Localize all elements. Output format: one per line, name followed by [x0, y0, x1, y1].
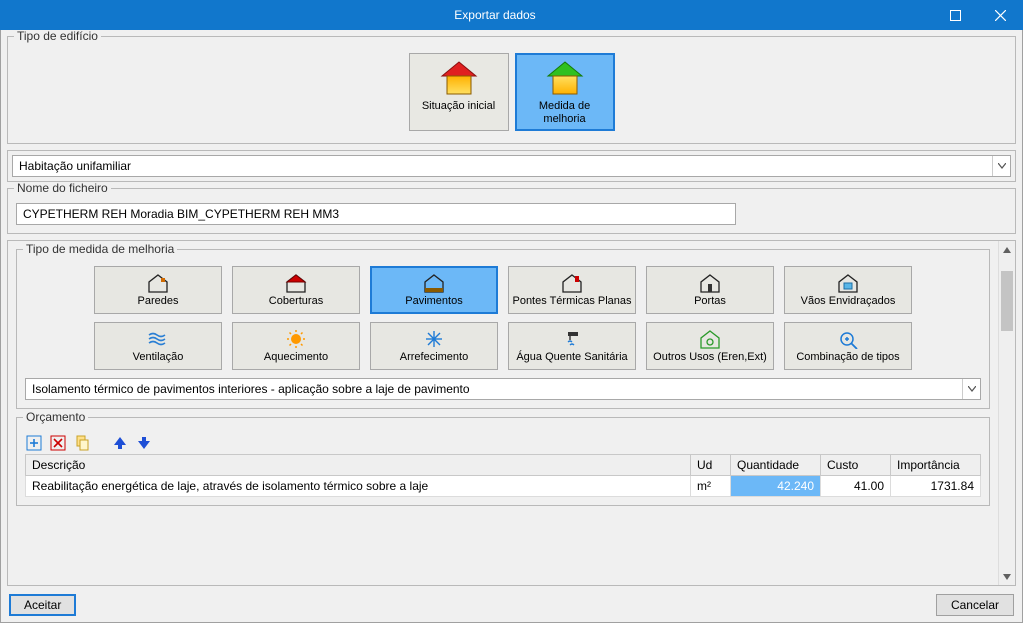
measure-aqs[interactable]: Água Quente Sanitária	[508, 322, 636, 370]
building-type-improve[interactable]: Medida de melhoria	[515, 53, 615, 131]
measure-arrefecimento[interactable]: Arrefecimento	[370, 322, 498, 370]
house-green-icon	[518, 60, 612, 96]
dwelling-type-value: Habitação unifamiliar	[19, 159, 131, 173]
titlebar: Exportar dados	[0, 0, 1023, 30]
other-uses-icon	[699, 329, 721, 349]
move-up-button[interactable]	[111, 434, 129, 452]
filename-legend: Nome do ficheiro	[14, 182, 111, 194]
dwelling-type-combo[interactable]: Habitação unifamiliar	[12, 155, 1011, 177]
scroll-area: Tipo de medida de melhoria Paredes	[7, 240, 1016, 586]
measure-row-1: Paredes Coberturas Pavimen	[94, 266, 912, 314]
col-cost[interactable]: Custo	[821, 455, 891, 476]
budget-toolbar	[25, 432, 981, 454]
scroll-down-icon[interactable]	[999, 568, 1015, 585]
dialog-body: Tipo de edifício Situaçã	[0, 30, 1023, 623]
filename-input[interactable]: CYPETHERM REH Moradia BIM_CYPETHERM REH …	[16, 203, 736, 225]
measure-detail-combo[interactable]: Isolamento térmico de pavimentos interio…	[25, 378, 981, 400]
measure-aquecimento[interactable]: Aquecimento	[232, 322, 360, 370]
budget-group: Orçamento	[16, 417, 990, 506]
cell-importance[interactable]: 1731.84	[891, 476, 981, 497]
cell-desc[interactable]: Reabilitação energética de laje, através…	[26, 476, 691, 497]
copy-button[interactable]	[73, 434, 91, 452]
combination-icon	[837, 329, 859, 349]
building-type-improve-label: Medida de melhoria	[518, 100, 612, 126]
measure-vaos[interactable]: Vãos Envidraçados	[784, 266, 912, 314]
table-row[interactable]: Reabilitação energética de laje, através…	[26, 476, 981, 497]
door-icon	[699, 273, 721, 293]
measure-paredes[interactable]: Paredes	[94, 266, 222, 314]
measure-outros[interactable]: Outros Usos (Eren,Ext)	[646, 322, 774, 370]
cooling-icon	[423, 329, 445, 349]
measure-ventilacao[interactable]: Ventilação	[94, 322, 222, 370]
dialog-footer: Aceitar Cancelar	[7, 592, 1016, 616]
measure-pontes[interactable]: Pontes Térmicas Planas	[508, 266, 636, 314]
budget-table: Descrição Ud Quantidade Custo Importânci…	[25, 454, 981, 497]
scroll-up-icon[interactable]	[999, 241, 1015, 258]
table-header-row: Descrição Ud Quantidade Custo Importânci…	[26, 455, 981, 476]
accept-button[interactable]: Aceitar	[9, 594, 76, 616]
cell-qty[interactable]: 42.240	[731, 476, 821, 497]
cell-cost[interactable]: 41.00	[821, 476, 891, 497]
col-qty[interactable]: Quantidade	[731, 455, 821, 476]
building-type-legend: Tipo de edifício	[14, 30, 101, 42]
roof-icon	[285, 273, 307, 293]
measure-pavimentos[interactable]: Pavimentos	[370, 266, 498, 314]
filename-value: CYPETHERM REH Moradia BIM_CYPETHERM REH …	[23, 207, 339, 221]
measure-portas[interactable]: Portas	[646, 266, 774, 314]
budget-legend: Orçamento	[23, 411, 88, 423]
filename-group: Nome do ficheiro CYPETHERM REH Moradia B…	[7, 188, 1016, 234]
cancel-button[interactable]: Cancelar	[936, 594, 1014, 616]
measure-coberturas[interactable]: Coberturas	[232, 266, 360, 314]
measure-combinacao[interactable]: Combinação de tipos	[784, 322, 912, 370]
dhw-icon	[561, 329, 583, 349]
delete-button[interactable]	[49, 434, 67, 452]
ventilation-icon	[147, 329, 169, 349]
cell-ud[interactable]: m²	[691, 476, 731, 497]
building-type-initial[interactable]: Situação inicial	[409, 53, 509, 131]
col-importance[interactable]: Importância	[891, 455, 981, 476]
thermal-bridge-icon	[561, 273, 583, 293]
wall-icon	[147, 273, 169, 293]
close-button[interactable]	[978, 0, 1023, 30]
heating-icon	[285, 329, 307, 349]
dwelling-type-group: Habitação unifamiliar	[7, 150, 1016, 182]
measure-row-2: Ventilação Aquecimento Arr	[94, 322, 912, 370]
house-red-icon	[412, 60, 506, 96]
building-type-initial-label: Situação inicial	[412, 100, 506, 113]
building-type-group: Tipo de edifício Situaçã	[7, 36, 1016, 144]
window-title: Exportar dados	[102, 8, 888, 22]
scroll-thumb[interactable]	[1001, 271, 1013, 331]
add-button[interactable]	[25, 434, 43, 452]
maximize-button[interactable]	[933, 0, 978, 30]
chevron-down-icon	[992, 156, 1010, 176]
col-ud[interactable]: Ud	[691, 455, 731, 476]
measure-detail-value: Isolamento térmico de pavimentos interio…	[32, 382, 470, 396]
chevron-down-icon	[962, 379, 980, 399]
move-down-button[interactable]	[135, 434, 153, 452]
measure-type-legend: Tipo de medida de melhoria	[23, 243, 177, 255]
floor-icon	[423, 273, 445, 293]
glazing-icon	[837, 273, 859, 293]
vertical-scrollbar[interactable]	[998, 241, 1015, 585]
col-desc[interactable]: Descrição	[26, 455, 691, 476]
measure-type-group: Tipo de medida de melhoria Paredes	[16, 249, 990, 409]
